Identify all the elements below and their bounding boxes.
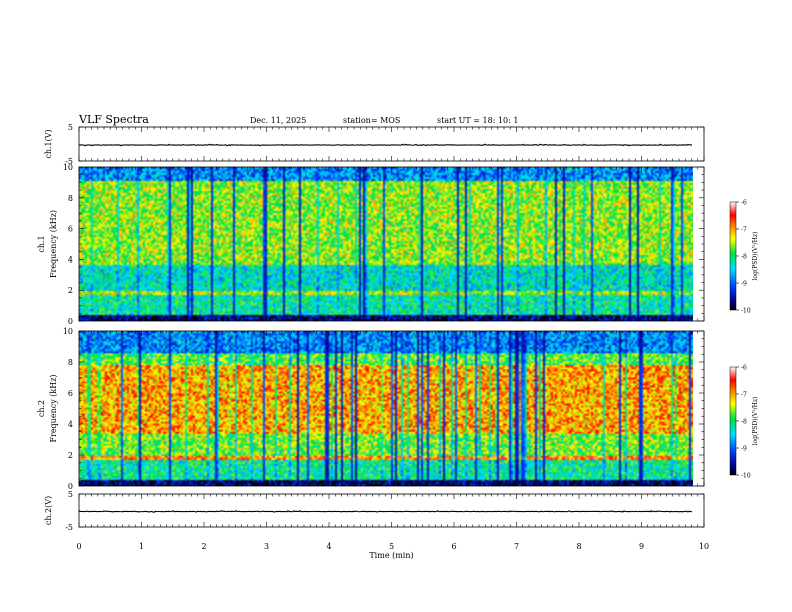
colorbar-tick-label: -6 [741, 200, 747, 207]
waveform-ytick-label: -5 [65, 157, 73, 166]
colorbar-2 [729, 366, 737, 476]
waveform-trace [78, 509, 693, 513]
time-tick-label: 6 [451, 542, 456, 551]
colorbar-tick-label: -9 [741, 281, 747, 288]
time-tick-label: 10 [699, 542, 709, 551]
frequency-tick-label: 8 [68, 358, 73, 367]
date-label: Dec. 11, 2025 [250, 116, 306, 125]
figure-title: VLF Spectra [78, 113, 149, 126]
colorbar-label: log(PSD)(V²/Hz) [752, 397, 759, 446]
frequency-tick-label: 2 [68, 286, 73, 295]
time-tick-label: 3 [264, 542, 269, 551]
colorbar-tick-label: -10 [741, 473, 751, 480]
colorbar-tick-label: -7 [741, 227, 747, 234]
channel-label: ch.2 [37, 400, 46, 417]
start-time-label: start UT = 18: 10: 1 [437, 116, 518, 125]
frequency-tick-label: 2 [68, 451, 73, 460]
frequency-tick-label: 10 [63, 327, 73, 336]
time-axis-label: Time (min) [369, 551, 413, 560]
frequency-tick-label: 4 [68, 420, 73, 429]
colorbar-tick-label: -6 [741, 365, 747, 372]
colorbar-1 [729, 201, 737, 311]
time-tick-label: 2 [201, 542, 206, 551]
time-tick-label: 8 [576, 542, 581, 551]
frequency-tick-label: 6 [68, 389, 73, 398]
spectrogram-1 [79, 167, 693, 321]
frequency-axis-label: Frequency (kHz) [49, 374, 58, 442]
frequency-tick-label: 4 [68, 255, 73, 264]
time-tick-label: 4 [326, 542, 331, 551]
spectrogram-2 [79, 331, 693, 486]
frequency-tick-label: 0 [68, 317, 73, 326]
time-tick-label: 1 [139, 542, 144, 551]
time-tick-label: 5 [389, 542, 394, 551]
waveform-trace [78, 143, 693, 147]
station-label: station= MOS [343, 116, 400, 125]
waveform-ytick-label: -5 [65, 523, 73, 532]
channel-label: ch.1 [37, 235, 46, 252]
waveform-ytick-label: 5 [68, 123, 73, 132]
frequency-tick-label: 10 [63, 163, 73, 172]
colorbar-tick-label: -8 [741, 419, 747, 426]
waveform-ylabel: ch.1(V) [44, 129, 53, 158]
colorbar-tick-label: -10 [741, 308, 751, 315]
waveform-panel-frame [78, 126, 705, 162]
colorbar-label: log(PSD)(V²/Hz) [752, 232, 759, 281]
frequency-axis-label: Frequency (kHz) [49, 210, 58, 278]
frequency-tick-label: 8 [68, 194, 73, 203]
frequency-tick-label: 0 [68, 482, 73, 491]
colorbar-tick-label: -9 [741, 446, 747, 453]
time-tick-label: 7 [514, 542, 519, 551]
time-tick-label: 9 [639, 542, 644, 551]
time-tick-label: 0 [76, 542, 81, 551]
colorbar-tick-label: -7 [741, 392, 747, 399]
waveform-ytick-label: 5 [68, 490, 73, 499]
colorbar-tick-label: -8 [741, 254, 747, 261]
frequency-tick-label: 6 [68, 225, 73, 234]
waveform-ylabel: ch.2(V) [44, 496, 53, 525]
